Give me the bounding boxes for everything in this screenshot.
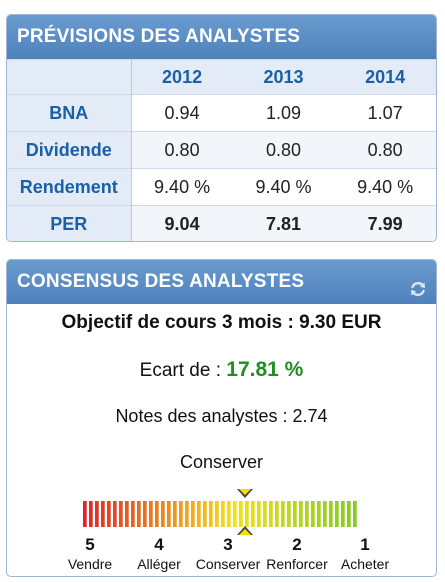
gauge-stripe <box>233 501 237 527</box>
dividende-2013: 0.80 <box>232 131 335 169</box>
gauge-stripe <box>221 501 225 527</box>
gauge-stripe <box>191 501 195 527</box>
gauge-marker-bottom <box>237 526 254 535</box>
rendement-2014: 9.40 % <box>334 168 436 206</box>
gauge-stripe <box>335 501 339 527</box>
gauge-stripe <box>347 501 351 527</box>
corner-cell <box>7 59 132 95</box>
gauge-stripe <box>329 501 333 527</box>
gauge-stripe <box>131 501 135 527</box>
per-2014: 7.99 <box>334 205 436 241</box>
gauge-stripe <box>245 501 249 527</box>
gauge-stripe <box>323 501 327 527</box>
dividende-2014: 0.80 <box>334 131 436 169</box>
bna-2012: 0.94 <box>131 94 233 132</box>
bna-2014: 1.07 <box>334 94 436 132</box>
gauge-stripe <box>95 501 99 527</box>
consensus-header: CONSENSUS DES ANALYSTES <box>7 260 436 304</box>
gauge-stripe <box>353 501 357 527</box>
dividende-2012: 0.80 <box>131 131 233 169</box>
scale-label-renforcer: Renforcer <box>266 556 328 572</box>
gauge-stripe <box>197 501 201 527</box>
table-row-rendement: Rendement 9.40 % 9.40 % 9.40 % <box>7 168 436 206</box>
gap-label: Ecart de : <box>139 360 221 381</box>
row-label-rendement: Rendement <box>7 168 132 206</box>
per-2013: 7.81 <box>232 205 335 241</box>
price-target: Objectif de cours 3 mois : 9.30 EUR <box>61 312 382 333</box>
recommendation: Conserver <box>179 452 264 472</box>
rating-gauge: 5 4 3 2 1 Vendre Alléger Conserver Renfo… <box>7 489 436 574</box>
gauge-stripe <box>305 501 309 527</box>
gauge-stripe <box>269 501 273 527</box>
rendement-2013: 9.40 % <box>232 168 335 206</box>
scale-num-5: 5 <box>85 535 95 554</box>
row-label-dividende: Dividende <box>7 131 132 169</box>
forecast-panel: PRÉVISIONS DES ANALYSTES 2012 2013 2014 … <box>6 14 437 242</box>
gauge-stripe <box>293 501 297 527</box>
gauge-stripe <box>101 501 105 527</box>
gap-value: 17.81 % <box>226 358 304 381</box>
gauge-stripe <box>137 501 141 527</box>
table-row-per: PER 9.04 7.81 7.99 <box>7 205 436 241</box>
refresh-icon[interactable] <box>408 272 428 297</box>
gauge-stripe <box>185 501 189 527</box>
scale-num-3: 3 <box>223 535 233 554</box>
table-row-bna: BNA 0.94 1.09 1.07 <box>7 94 436 132</box>
gauge-stripe <box>257 501 261 527</box>
consensus-body: Objectif de cours 3 mois : 9.30 EUR Ecar… <box>7 312 436 473</box>
rendement-2012: 9.40 % <box>131 168 233 206</box>
gauge-stripe <box>179 501 183 527</box>
gauge-stripe <box>89 501 93 527</box>
year-2012: 2012 <box>131 59 233 95</box>
gauge-marker-top <box>237 489 254 498</box>
gauge-stripe <box>167 501 171 527</box>
gauge-stripe <box>209 501 213 527</box>
gauge-stripe <box>125 501 129 527</box>
forecast-table: 2012 2013 2014 BNA 0.94 1.09 1.07 Divide… <box>7 59 436 241</box>
scale-label-vendre: Vendre <box>67 556 113 572</box>
gauge-stripe <box>149 501 153 527</box>
gauge-stripe <box>281 501 285 527</box>
gauge-stripe <box>173 501 177 527</box>
gauge-stripe <box>239 501 243 527</box>
gauge-stripe <box>263 501 267 527</box>
gauge-stripe <box>83 501 87 527</box>
gauge-stripe <box>299 501 303 527</box>
consensus-panel: CONSENSUS DES ANALYSTES Objectif de cour… <box>6 259 437 577</box>
gauge-stripe <box>287 501 291 527</box>
gauge-stripe <box>311 501 315 527</box>
table-row-dividende: Dividende 0.80 0.80 0.80 <box>7 131 436 169</box>
gauge-stripe <box>203 501 207 527</box>
gauge-stripe <box>155 501 159 527</box>
years-row: 2012 2013 2014 <box>7 59 436 95</box>
year-2013: 2013 <box>232 59 335 95</box>
gauge-stripe <box>215 501 219 527</box>
gauge-stripe <box>107 501 111 527</box>
gauge-stripe <box>113 501 117 527</box>
scale-label-conserver: Conserver <box>195 556 261 572</box>
gauge-stripe <box>227 501 231 527</box>
per-2012: 9.04 <box>131 205 233 241</box>
scale-label-alleger: Alléger <box>137 556 181 572</box>
year-2014: 2014 <box>334 59 436 95</box>
consensus-title: CONSENSUS DES ANALYSTES <box>17 271 305 292</box>
scale-label-acheter: Acheter <box>340 556 390 572</box>
gauge-stripe <box>161 501 165 527</box>
gauge-stripe <box>143 501 147 527</box>
gauge-stripe <box>251 501 255 527</box>
scale-num-4: 4 <box>154 535 164 554</box>
row-label-bna: BNA <box>7 94 132 132</box>
gap-line: Ecart de : 17.81 % <box>7 358 436 382</box>
gauge-stripe <box>119 501 123 527</box>
gauge-stripe <box>317 501 321 527</box>
forecast-header: PRÉVISIONS DES ANALYSTES <box>7 15 436 59</box>
analyst-score: Notes des analystes : 2.74 <box>115 406 328 426</box>
gauge-bar <box>83 501 357 527</box>
scale-num-1: 1 <box>360 535 370 554</box>
scale-num-2: 2 <box>292 535 302 554</box>
row-label-per: PER <box>7 205 132 241</box>
gauge-stripe <box>275 501 279 527</box>
gauge-stripe <box>341 501 345 527</box>
bna-2013: 1.09 <box>232 94 335 132</box>
